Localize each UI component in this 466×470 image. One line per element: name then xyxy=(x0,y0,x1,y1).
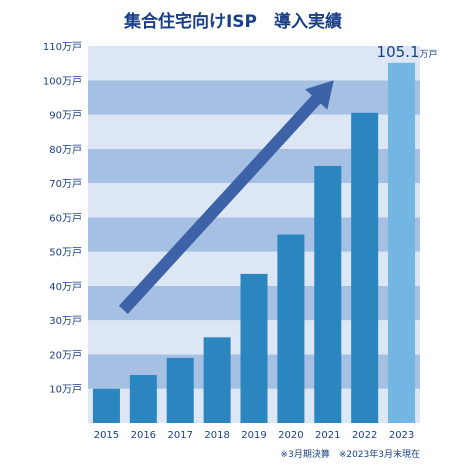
y-tick-label: 90万戸 xyxy=(49,110,82,122)
y-tick-label: 30万戸 xyxy=(49,315,82,327)
bar-2021 xyxy=(314,165,342,424)
x-tick-label: 2022 xyxy=(352,430,377,441)
data-label-unit: 万戸 xyxy=(420,49,438,60)
data-label-number: 105.1 xyxy=(377,43,420,61)
data-label-2023: 105.1万戸 xyxy=(377,43,438,61)
x-tick-label: 2019 xyxy=(241,430,266,441)
trend-arrow-group xyxy=(118,80,334,314)
y-tick-label: 50万戸 xyxy=(49,247,82,259)
x-tick-label: 2017 xyxy=(167,430,192,441)
trend-arrow xyxy=(118,80,334,314)
y-tick-label: 100万戸 xyxy=(43,75,82,87)
y-tick-label: 80万戸 xyxy=(49,144,82,156)
bar-2015 xyxy=(92,388,120,423)
x-tick-label: 2023 xyxy=(389,430,414,441)
y-tick-label: 40万戸 xyxy=(49,281,82,293)
bars xyxy=(92,62,416,424)
x-tick-label: 2016 xyxy=(131,430,156,441)
y-tick-label: 60万戸 xyxy=(49,212,82,224)
y-tick-label: 10万戸 xyxy=(49,384,82,396)
x-tick-label: 2018 xyxy=(204,430,229,441)
bar-2020 xyxy=(277,234,305,423)
bar-2018 xyxy=(203,337,231,423)
y-tick-label: 20万戸 xyxy=(49,349,82,361)
y-axis-ticks: 10万戸 20万戸 30万戸 40万戸 50万戸 60万戸 70万戸 80万戸 90万戸 100万… xyxy=(43,41,82,396)
grid-band xyxy=(88,46,420,81)
x-tick-label: 2021 xyxy=(315,430,340,441)
grid-band xyxy=(88,80,420,115)
chart-title: 集合住宅向けISP 導入実績 xyxy=(123,11,342,32)
x-axis-ticks: 2015 2016 2017 2018 2019 2020 2021 2022 2023 xyxy=(94,430,415,441)
y-tick-label: 110万戸 xyxy=(43,41,82,53)
bar-2016 xyxy=(129,375,157,423)
y-tick-label: 70万戸 xyxy=(49,178,82,190)
bar-2022 xyxy=(351,112,379,423)
x-tick-label: 2020 xyxy=(278,430,303,441)
bar-2017 xyxy=(166,357,194,423)
bar-2023 xyxy=(388,62,416,423)
bar-2019 xyxy=(240,273,268,423)
footnote: ※3月期決算 ※2023年3月末現在 xyxy=(281,448,420,460)
x-tick-label: 2015 xyxy=(94,430,119,441)
